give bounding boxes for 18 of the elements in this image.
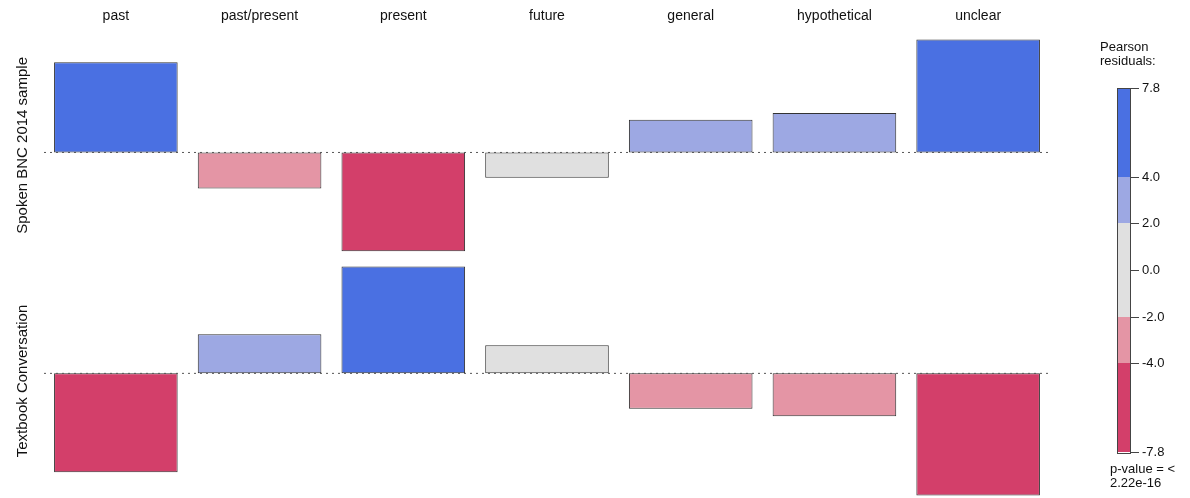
x-tick-label: unclear [955, 7, 1002, 24]
text: p-value = < 2.22e-16 [1110, 461, 1176, 490]
x-tick-label: present [379, 7, 427, 24]
x-tick-label: future [529, 7, 566, 24]
x-tick-label: past [102, 7, 130, 24]
y-axis-title: Textbook Conversation [13, 304, 31, 458]
color-bar-label: -2.0 [1142, 308, 1165, 325]
color-bar-title: Pearson residuals: [1100, 39, 1157, 68]
x-tick-label: past/present [221, 7, 299, 24]
color-bar-label: 4.0 [1142, 168, 1161, 185]
x-tick-label: general [667, 7, 715, 24]
color-bar-label: -7.8 [1142, 444, 1165, 460]
y-axis-title: Spoken BNC 2014 sample [13, 57, 31, 234]
color-bar-label: 7.8 [1142, 80, 1161, 96]
x-tick-label: hypothetical [797, 7, 872, 24]
color-bar-label: 2.0 [1142, 215, 1161, 232]
color-bar-label: -4.0 [1142, 355, 1165, 372]
color-bar-label: 0.0 [1142, 262, 1161, 278]
